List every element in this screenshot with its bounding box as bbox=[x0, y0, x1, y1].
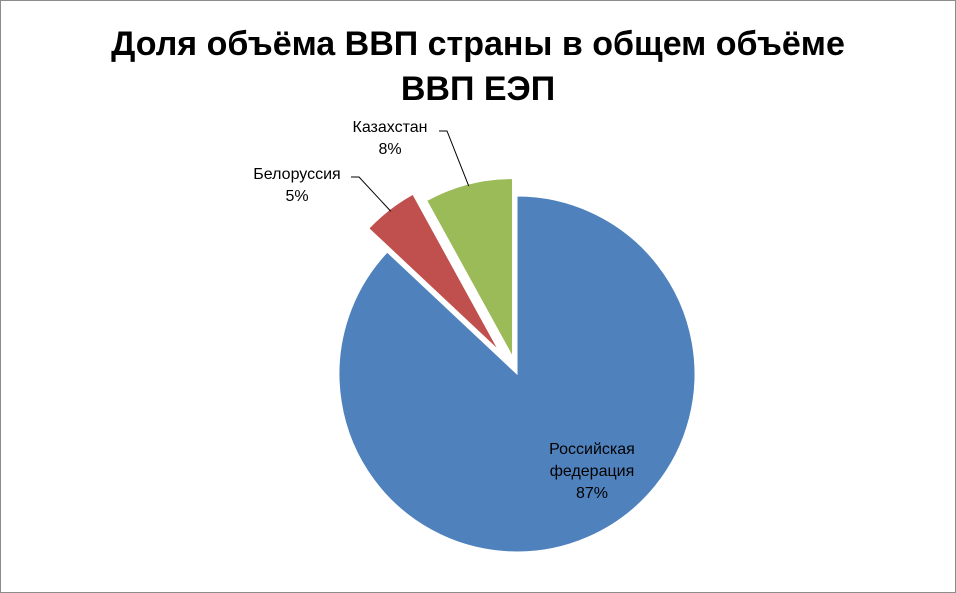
slice-category-label: федерация bbox=[550, 463, 635, 480]
leader-line-2 bbox=[351, 176, 392, 212]
pie-slices bbox=[338, 178, 696, 553]
chart-title-line-2: ВВП ЕЭП bbox=[400, 70, 556, 108]
slice-percent-label: 87% bbox=[576, 485, 608, 502]
leader-line-3 bbox=[439, 130, 470, 187]
slice-category-label: Казахстан bbox=[353, 119, 428, 136]
slice-percent-label: 8% bbox=[378, 141, 401, 158]
chart-title-line-1: Доля объёма ВВП страны в общем объёме bbox=[111, 25, 845, 63]
slice-category-label: Российская bbox=[549, 441, 635, 458]
slice-labels: Российская федерация 87% Белоруссия 5% Казахс… bbox=[253, 119, 635, 502]
leader-lines bbox=[351, 130, 470, 212]
slice-category-label: Белоруссия bbox=[253, 166, 340, 183]
pie-slice-1 bbox=[338, 195, 696, 553]
slice-percent-label: 5% bbox=[285, 188, 308, 205]
